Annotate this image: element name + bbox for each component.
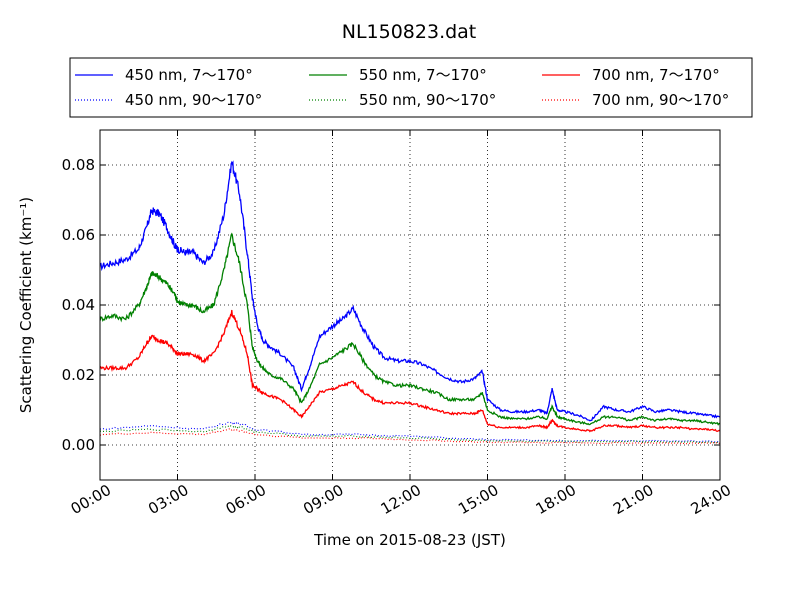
legend-label: 450 nm, 7～170°: [125, 66, 253, 84]
x-tick-label: 18:00: [533, 481, 579, 518]
x-tick-label: 00:00: [68, 481, 114, 518]
series-line-5: [100, 428, 720, 445]
y-tick-label: 0.02: [62, 366, 95, 384]
series-line-4: [100, 424, 720, 444]
series-line-0: [100, 160, 720, 422]
x-tick-label: 12:00: [378, 481, 424, 518]
plot-lines: [100, 160, 720, 445]
y-tick-label: 0.06: [62, 226, 95, 244]
y-axis-label: Scattering Coefficient (km⁻¹): [17, 197, 35, 413]
y-tick-label: 0.04: [62, 296, 95, 314]
x-tick-label: 03:00: [145, 481, 191, 518]
legend-label: 550 nm, 7～170°: [359, 66, 487, 84]
legend-frame: [69, 57, 753, 118]
series-line-1: [100, 232, 720, 426]
x-tick-label: 21:00: [610, 481, 656, 518]
legend-label: 550 nm, 90～170°: [359, 91, 496, 109]
x-axis-label: Time on 2015-08-23 (JST): [313, 531, 506, 549]
legend: 450 nm, 7～170° 550 nm, 7～170° 700 nm, 7～17…: [69, 57, 753, 118]
x-tick-label: 06:00: [223, 481, 269, 518]
y-tick-label: 0.00: [62, 436, 95, 454]
ticks: 00:00 03:00 06:00 09:00 12:00 15:00 18:00 21:00…: [62, 130, 734, 518]
y-tick-label: 0.08: [62, 156, 95, 174]
legend-label: 700 nm, 7～170°: [592, 66, 720, 84]
x-tick-label: 24:00: [688, 481, 734, 518]
x-tick-label: 15:00: [455, 481, 501, 518]
grid: [100, 130, 720, 480]
x-tick-label: 09:00: [300, 481, 346, 518]
series-line-2: [100, 309, 720, 433]
legend-label: 700 nm, 90～170°: [592, 91, 729, 109]
legend-label: 450 nm, 90～170°: [125, 91, 262, 109]
chart-title: NL150823.dat: [342, 21, 477, 43]
